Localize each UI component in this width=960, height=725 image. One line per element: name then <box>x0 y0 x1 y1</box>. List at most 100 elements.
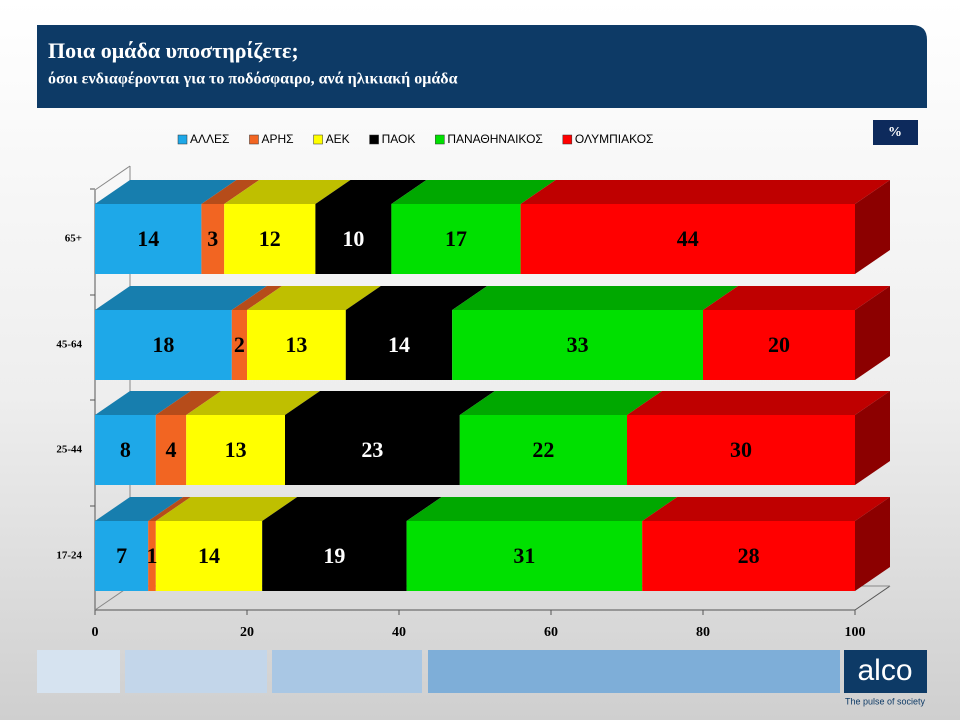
bar <box>186 415 285 485</box>
legend-label: ΑΡΗΣ <box>261 132 293 146</box>
y-tick-label: 25-44 <box>56 444 82 456</box>
value-label: 13 <box>285 332 307 357</box>
bar <box>231 310 247 380</box>
value-label: 17 <box>445 226 467 251</box>
bar-side <box>855 497 890 591</box>
bar <box>703 310 855 380</box>
bar <box>201 204 225 274</box>
bar-top <box>247 286 381 310</box>
legend-label: ΠΑΟΚ <box>382 132 416 146</box>
value-label: 33 <box>567 332 589 357</box>
y-tick-label: 45-64 <box>56 339 82 351</box>
value-label: 10 <box>342 226 364 251</box>
axis-line <box>854 585 891 611</box>
deco <box>428 650 840 693</box>
x-tick-label: 60 <box>544 625 558 640</box>
logo-box <box>844 650 927 693</box>
y-tick-label: 65+ <box>65 233 82 245</box>
title: Ποια ομάδα υποστηρίζετε; <box>48 38 299 63</box>
legend-swatch <box>249 134 259 145</box>
header-band <box>37 25 927 108</box>
value-label: 28 <box>738 543 760 568</box>
bar <box>345 310 453 380</box>
bar-side <box>855 391 890 485</box>
legend-swatch <box>435 134 445 145</box>
value-label: 7 <box>116 543 127 568</box>
value-label: 31 <box>513 543 535 568</box>
value-label: 13 <box>225 437 247 462</box>
bar <box>155 521 263 591</box>
bar <box>406 521 643 591</box>
bar-top <box>186 391 320 415</box>
legend-swatch <box>313 134 323 145</box>
bar <box>285 415 460 485</box>
bar-top <box>201 180 260 204</box>
x-tick-label: 100 <box>845 625 866 640</box>
bar-top <box>155 391 222 415</box>
logo: alco <box>857 654 912 687</box>
value-label: 19 <box>323 543 345 568</box>
deco <box>37 650 120 693</box>
bar <box>262 521 407 591</box>
subtitle: όσοι ενδιαφέρονται για το ποδόσφαιρο, αν… <box>48 71 458 88</box>
bar-top <box>95 497 184 521</box>
deco <box>125 650 267 693</box>
bar <box>247 310 346 380</box>
y-tick-label: 17-24 <box>56 550 82 562</box>
value-label: 30 <box>730 437 752 462</box>
bar-top <box>231 286 282 310</box>
bar-top <box>627 391 890 415</box>
bar-top <box>703 286 890 310</box>
bar-top <box>520 180 890 204</box>
bar-top <box>148 497 191 521</box>
value-label: 18 <box>152 332 174 357</box>
value-label: 20 <box>768 332 790 357</box>
bar-top <box>315 180 427 204</box>
x-tick-label: 0 <box>92 625 99 640</box>
bar <box>148 521 156 591</box>
value-label: 4 <box>166 437 177 462</box>
legend-label: ΠΑΝΑΘΗΝΑΙΚΟΣ <box>447 132 542 146</box>
deco <box>272 650 422 693</box>
bar <box>642 521 855 591</box>
legend-label: ΑΛΛΕΣ <box>190 132 229 146</box>
unit-badge: % <box>888 125 902 140</box>
bar-top <box>459 391 662 415</box>
bar <box>95 521 149 591</box>
value-label: 1 <box>147 543 158 568</box>
bar <box>315 204 392 274</box>
value-label: 22 <box>532 437 554 462</box>
bar-top <box>642 497 890 521</box>
bar-side <box>855 286 890 380</box>
value-label: 12 <box>259 226 281 251</box>
bar <box>155 415 187 485</box>
value-label: 44 <box>677 226 699 251</box>
x-tick-label: 40 <box>392 625 406 640</box>
axis-line <box>94 165 131 191</box>
bar-top <box>262 497 442 521</box>
value-label: 14 <box>137 226 159 251</box>
value-label: 8 <box>120 437 131 462</box>
bar <box>459 415 627 485</box>
bar <box>627 415 855 485</box>
bar-top <box>155 497 298 521</box>
bar-top <box>95 286 267 310</box>
unit-badge-box <box>873 120 918 145</box>
x-tick-label: 80 <box>696 625 710 640</box>
bar <box>95 204 202 274</box>
bar-top <box>345 286 488 310</box>
value-label: 14 <box>388 332 410 357</box>
bar <box>95 310 232 380</box>
bar <box>391 204 521 274</box>
x-tick-label: 20 <box>240 625 254 640</box>
bar-side <box>855 180 890 274</box>
legend-swatch <box>562 134 573 145</box>
value-label: 14 <box>198 543 220 568</box>
bar <box>452 310 703 380</box>
bar-top <box>224 180 351 204</box>
legend-label: ΟΛΥΜΠΙΑΚΟΣ <box>575 132 654 146</box>
bar-top <box>95 391 191 415</box>
legend-swatch <box>177 134 188 145</box>
